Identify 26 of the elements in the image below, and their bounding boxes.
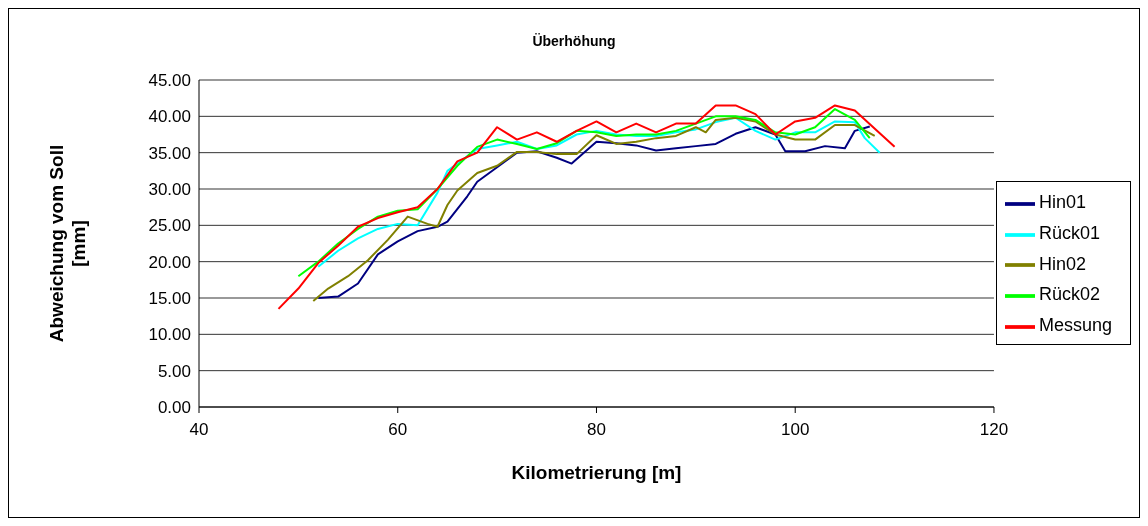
line-series <box>277 104 896 310</box>
y-tick-label: 40.00 <box>148 107 191 127</box>
y-tick-label: 20.00 <box>148 252 191 272</box>
legend-label: Hin01 <box>1038 192 1086 213</box>
y-tick-label: 25.00 <box>148 216 191 236</box>
x-tick-label: 100 <box>781 420 810 440</box>
y-tick-label: 5.00 <box>157 361 191 381</box>
legend-label: Messung <box>1038 315 1112 336</box>
legend-label: Hin02 <box>1038 253 1086 274</box>
line-series <box>297 108 871 278</box>
y-tick-label: 35.00 <box>148 143 191 163</box>
x-tick-label: 60 <box>388 420 408 440</box>
y-tick-label: 15.00 <box>148 289 191 309</box>
line-series <box>317 116 881 268</box>
y-tick-label: 10.00 <box>148 325 191 345</box>
y-tick-label: 0.00 <box>157 398 191 418</box>
chart-title: Überhöhung <box>531 33 617 49</box>
x-tick-label: 80 <box>587 420 606 440</box>
y-tick-label: 45.00 <box>148 71 191 91</box>
y-tick-label: 30.00 <box>148 180 191 200</box>
x-tick-label: 120 <box>979 420 1009 440</box>
legend-label: Rück01 <box>1038 222 1100 243</box>
legend-label: Rück02 <box>1038 284 1100 305</box>
x-axis-title: Kilometrierung [m] <box>511 462 682 483</box>
y-axis-title: Abweichung vom Soll [mm] <box>46 144 89 343</box>
x-tick-label: 40 <box>189 420 209 440</box>
